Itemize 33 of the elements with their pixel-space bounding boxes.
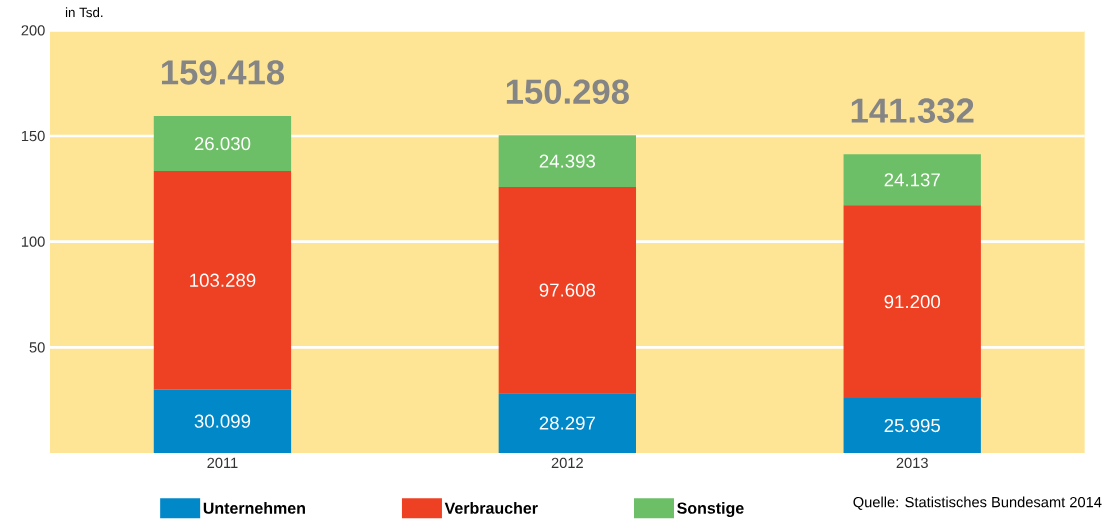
bar (843, 398, 981, 453)
x-tick-label: 2011 (207, 457, 238, 469)
x-tick-label: 2012 (551, 457, 583, 469)
legend-label: Verbraucher (444, 502, 538, 514)
data-label: 24.393 (539, 154, 596, 168)
y-tick-label: 50 (29, 342, 45, 353)
data-label: 30.099 (194, 414, 251, 428)
data-label: 28.297 (539, 416, 595, 430)
data-label: 91.200 (884, 295, 941, 309)
source-note: Quelle: Statistisches Bundesamt 2014 (853, 496, 1102, 510)
data-label: 24.137 (884, 173, 940, 187)
bar (498, 186, 636, 394)
y-tick-label: 150 (21, 130, 45, 142)
y-tick-label: 200 (21, 25, 45, 36)
bar (498, 135, 636, 187)
bar (498, 393, 636, 453)
total-label: 141.332 (851, 98, 974, 123)
bar (153, 171, 292, 390)
y-axis-title: in Tsd. (65, 7, 103, 18)
data-label: 103.289 (190, 273, 256, 287)
bar (153, 389, 292, 453)
total-label: 150.298 (506, 79, 629, 104)
total-label: 159.418 (161, 60, 285, 85)
bar (153, 116, 292, 172)
legend-label: Unternehmen (203, 502, 305, 514)
data-label: 26.030 (194, 136, 251, 151)
data-label: 97.608 (539, 283, 596, 297)
legend-label: Sonstige (677, 502, 744, 518)
y-tick-label: 100 (21, 236, 45, 247)
x-tick-label: 2013 (896, 457, 928, 469)
bar (843, 154, 981, 206)
data-label: 25.995 (884, 418, 940, 433)
bar (843, 205, 981, 399)
